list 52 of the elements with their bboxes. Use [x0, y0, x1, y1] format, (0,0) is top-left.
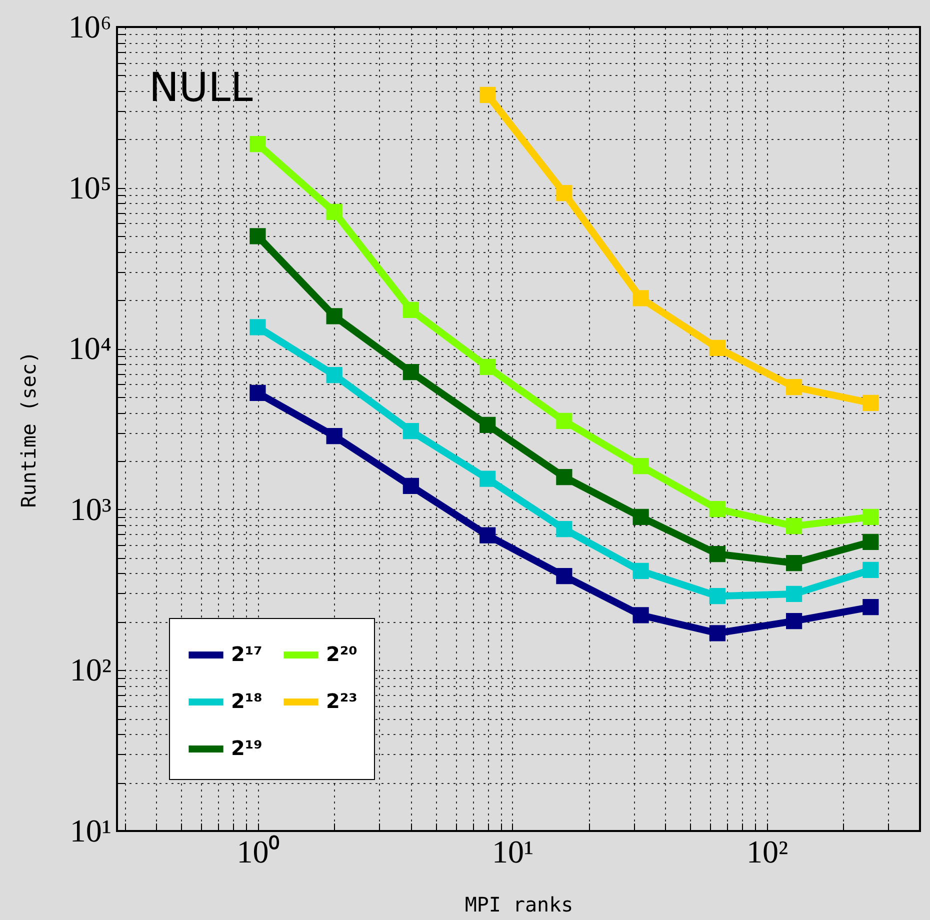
- y-axis-title: Runtime (sec): [16, 351, 40, 508]
- x-tick-label: 10⁰: [236, 834, 280, 870]
- x-tick-label: 10²: [746, 834, 788, 870]
- point: [556, 568, 572, 584]
- point: [326, 366, 342, 384]
- point: [556, 520, 572, 538]
- point: [402, 478, 420, 494]
- point: [786, 586, 802, 602]
- point: [326, 308, 342, 324]
- y-tick-label: 10⁴: [68, 330, 112, 366]
- point: [250, 228, 266, 244]
- point: [480, 470, 496, 487]
- legend-label: 2¹⁸: [231, 689, 262, 713]
- text: NULL: [149, 65, 254, 111]
- point: [326, 428, 342, 444]
- point: [632, 562, 649, 580]
- point: [480, 527, 496, 544]
- point: [862, 562, 879, 578]
- point: [709, 588, 726, 604]
- point: [556, 412, 572, 429]
- point: [862, 598, 879, 616]
- legend-label: 2²³: [326, 689, 358, 713]
- point: [480, 358, 496, 376]
- point: [786, 554, 802, 572]
- legend-label: 2¹⁹: [231, 736, 262, 760]
- point: [862, 534, 879, 550]
- point: [709, 500, 726, 518]
- y-tick-label: 10³: [70, 490, 112, 527]
- y-tick-label: 10⁵: [68, 169, 112, 206]
- point: [402, 302, 420, 318]
- legend-label: 2²⁰: [326, 642, 358, 666]
- point: [402, 364, 420, 380]
- point: [786, 613, 802, 630]
- point: [250, 136, 266, 152]
- point: [556, 468, 572, 486]
- x-axis-title: MPI ranks: [464, 892, 574, 916]
- point: [632, 508, 649, 526]
- x-tick-label: 10¹: [492, 834, 534, 870]
- point: [632, 607, 649, 624]
- point: [402, 423, 420, 440]
- point: [250, 319, 266, 336]
- point: [250, 384, 266, 401]
- point: [786, 518, 802, 534]
- y-tick-label: 10⁶: [68, 8, 112, 44]
- point: [480, 416, 496, 434]
- point: [326, 204, 342, 220]
- point: [632, 458, 649, 474]
- y-tick-label: 10²: [70, 652, 112, 688]
- point: [709, 625, 726, 642]
- point: [709, 546, 726, 562]
- point: [862, 508, 879, 526]
- legend-label: 2¹⁷: [231, 642, 262, 666]
